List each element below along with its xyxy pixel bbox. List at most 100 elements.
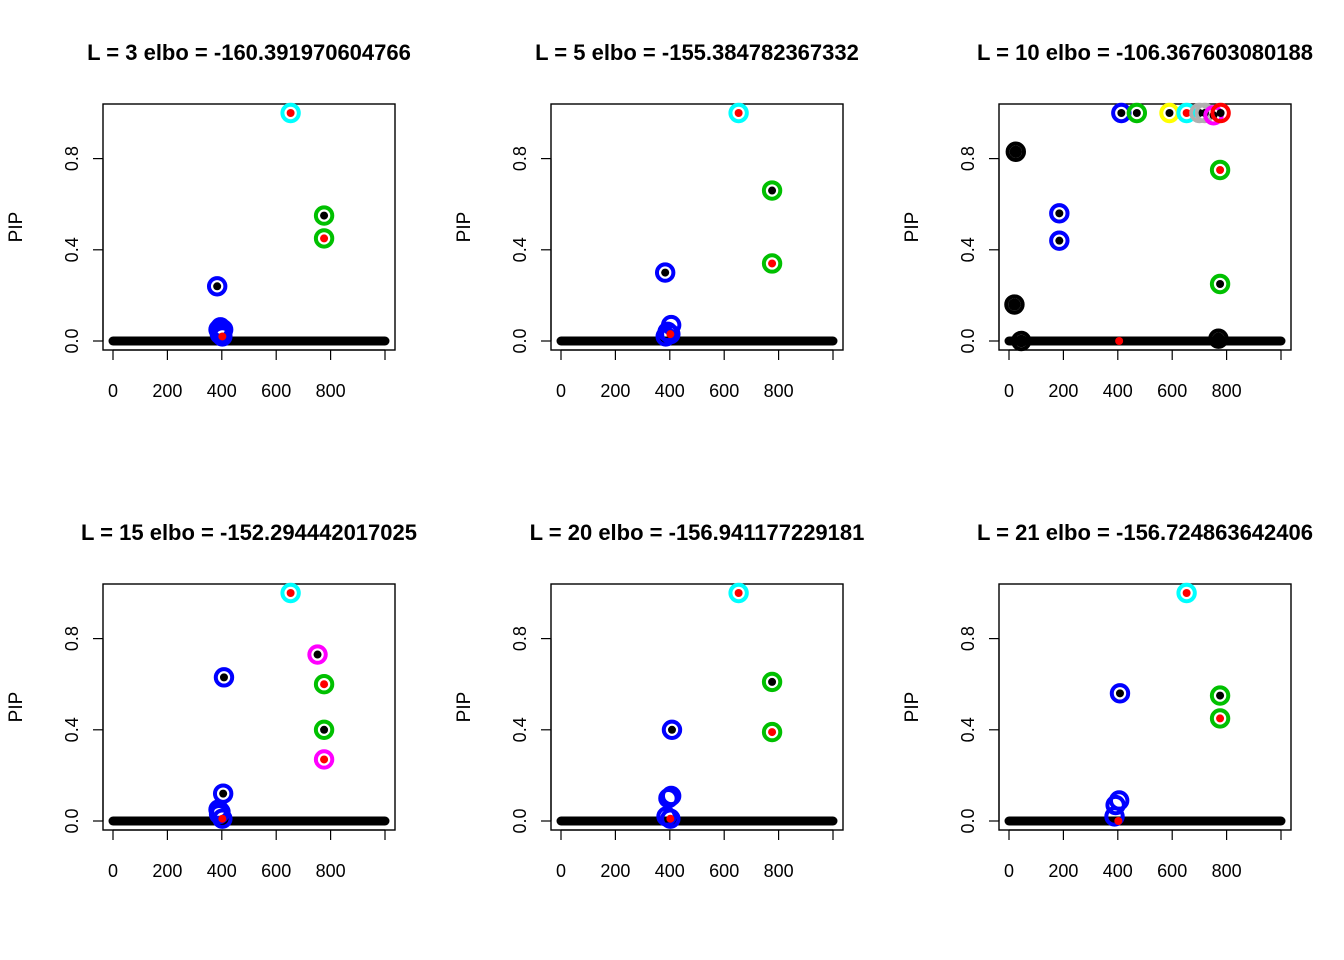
y-axis: 0.0 0.4 0.8 bbox=[958, 146, 1000, 354]
x-tick-label: 400 bbox=[655, 381, 685, 401]
x-tick-label: 800 bbox=[764, 381, 794, 401]
x-axis: 0 200 400 600 800 bbox=[1004, 829, 1282, 881]
x-tick-label: 0 bbox=[108, 381, 118, 401]
panel-2: L = 5 elbo = -155.384782367332PIP0.00.40… bbox=[454, 40, 859, 401]
panel-title: L = 3 elbo = -160.391970604766 bbox=[87, 40, 411, 65]
x-tick-label: 200 bbox=[152, 861, 182, 881]
cs-ring bbox=[313, 205, 335, 226]
cs-ring bbox=[212, 808, 233, 829]
cs-ring bbox=[1126, 102, 1148, 124]
panel-title: L = 5 elbo = -155.384782367332 bbox=[535, 40, 859, 65]
pip-point bbox=[1209, 685, 1231, 706]
point-center bbox=[1115, 689, 1124, 698]
x-tick-label: 200 bbox=[1048, 861, 1078, 881]
cs-ring bbox=[660, 323, 681, 345]
x-tick-label: 800 bbox=[1212, 861, 1242, 881]
y-tick-label: 0.0 bbox=[62, 328, 82, 353]
x-tick-label: 600 bbox=[709, 381, 739, 401]
point-center bbox=[219, 673, 228, 682]
cs-ring bbox=[1011, 330, 1032, 352]
pip-point bbox=[1126, 102, 1148, 124]
panel-title: L = 10 elbo = -106.367603080188 bbox=[977, 40, 1313, 65]
point-center bbox=[286, 109, 295, 117]
data-points bbox=[208, 582, 335, 829]
pip-point bbox=[1210, 102, 1231, 124]
x-tick-label: 600 bbox=[1157, 381, 1187, 401]
y-tick-label: 0.4 bbox=[510, 237, 530, 262]
y-tick-label: 0.8 bbox=[958, 626, 978, 651]
y-tick-label: 0.0 bbox=[958, 328, 978, 353]
pip-point bbox=[1108, 790, 1130, 811]
point-center bbox=[1055, 236, 1064, 245]
point-center bbox=[1214, 334, 1223, 343]
panel-5: L = 20 elbo = -156.941177229181 PIP 0.0 0.4… bbox=[454, 520, 864, 881]
plot-frame bbox=[102, 103, 396, 351]
x-tick-label: 600 bbox=[261, 381, 291, 401]
y-axis: 0.0 0.4 0.8 bbox=[958, 626, 1000, 834]
point-center bbox=[1011, 147, 1020, 156]
point-center bbox=[768, 186, 777, 195]
pip-point bbox=[1104, 806, 1125, 827]
cs-ring bbox=[1209, 273, 1231, 295]
y-tick-label: 0.0 bbox=[62, 808, 82, 833]
cs-ring bbox=[761, 253, 783, 274]
point-center bbox=[1216, 280, 1225, 288]
y-tick-label: 0.4 bbox=[62, 717, 82, 742]
point-center bbox=[1182, 589, 1191, 597]
x-tick-label: 800 bbox=[1212, 381, 1242, 401]
cs-ring bbox=[280, 102, 301, 124]
cs-ring bbox=[307, 644, 328, 665]
pip-point bbox=[1115, 337, 1124, 345]
x-tick-label: 400 bbox=[207, 861, 237, 881]
cs-ring bbox=[1049, 230, 1070, 251]
point-center bbox=[219, 789, 228, 798]
pip-point bbox=[761, 721, 783, 743]
x-tick-label: 400 bbox=[655, 861, 685, 881]
point-center bbox=[1182, 109, 1191, 117]
x-axis: 0 200 400 600 800 bbox=[556, 349, 834, 401]
pip-point bbox=[1004, 294, 1025, 315]
point-center bbox=[320, 725, 329, 734]
y-tick-label: 0.0 bbox=[510, 808, 530, 833]
pip-point bbox=[1005, 141, 1026, 162]
point-center bbox=[213, 282, 222, 291]
pip-point bbox=[213, 667, 235, 688]
point-center bbox=[1115, 337, 1124, 345]
point-center bbox=[1165, 109, 1174, 117]
pip-point bbox=[1209, 273, 1231, 295]
panel-1: L = 3 elbo = -160.391970604766PIP0.00.40… bbox=[6, 40, 411, 401]
point-center bbox=[666, 814, 675, 823]
pip-point bbox=[313, 749, 335, 770]
cs-ring bbox=[1109, 683, 1131, 704]
pip-point bbox=[313, 719, 335, 740]
plot-frame bbox=[550, 103, 844, 351]
pip-point bbox=[280, 582, 301, 604]
cs-ring bbox=[761, 180, 783, 201]
x-axis: 0 200 400 600 800 bbox=[108, 349, 386, 401]
cs-ring bbox=[728, 102, 749, 124]
x-axis: 0 200 400 600 800 bbox=[108, 829, 386, 881]
y-axis: 0.0 0.4 0.8 bbox=[62, 626, 104, 834]
y-tick-label: 0.0 bbox=[510, 328, 530, 353]
cs-ring bbox=[660, 808, 681, 829]
panel-6: L = 21 elbo = -156.724863642406 PIP 0.0 0.4… bbox=[902, 520, 1313, 881]
cs-ring bbox=[313, 674, 335, 695]
cs-ring bbox=[313, 228, 335, 249]
pip-point bbox=[728, 102, 749, 124]
point-center bbox=[320, 211, 329, 220]
y-axis-label: PIP bbox=[454, 692, 475, 723]
point-center bbox=[218, 814, 227, 823]
cs-ring bbox=[1108, 790, 1130, 811]
cs-ring bbox=[1209, 708, 1231, 729]
x-tick-label: 200 bbox=[1048, 381, 1078, 401]
data-points bbox=[206, 102, 335, 347]
data-points bbox=[656, 582, 783, 829]
point-center bbox=[1216, 166, 1225, 174]
pip-point bbox=[212, 783, 234, 804]
pip-point bbox=[761, 671, 783, 693]
pip-point bbox=[1208, 328, 1229, 349]
pip-point bbox=[206, 276, 228, 297]
y-axis-label: PIP bbox=[902, 692, 923, 723]
panel-title: L = 21 elbo = -156.724863642406 bbox=[977, 520, 1313, 545]
